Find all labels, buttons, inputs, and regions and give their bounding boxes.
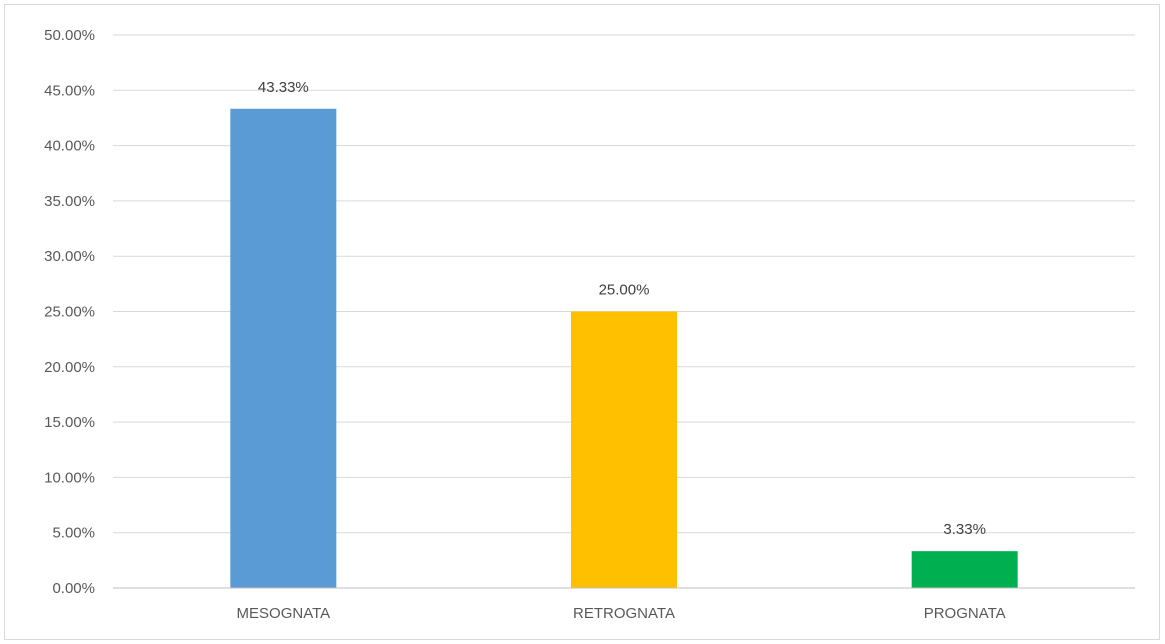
y-tick-label: 20.00%	[44, 359, 95, 376]
y-tick-label: 45.00%	[44, 82, 95, 99]
category-label-retrognata: RETROGNATA	[573, 605, 675, 622]
bar-prognata	[911, 551, 1018, 588]
y-tick-label: 5.00%	[52, 525, 95, 542]
y-tick-label: 15.00%	[44, 414, 95, 431]
category-label-prognata: PROGNATA	[924, 605, 1006, 622]
y-tick-label: 35.00%	[44, 193, 95, 210]
y-tick-label: 10.00%	[44, 469, 95, 486]
data-label-retrognata: 25.00%	[599, 282, 650, 299]
y-tick-label: 50.00%	[44, 27, 95, 44]
bars	[230, 108, 1018, 588]
y-tick-label: 40.00%	[44, 138, 95, 155]
data-label-prognata: 3.33%	[943, 521, 986, 538]
y-tick-label: 30.00%	[44, 248, 95, 265]
bar-retrognata	[571, 311, 677, 588]
category-label-mesognata: MESOGNATA	[237, 605, 331, 622]
y-tick-label: 0.00%	[52, 580, 95, 597]
data-labels: 43.33% 25.00% 3.33%	[258, 79, 986, 538]
bar-mesognata	[230, 108, 337, 588]
x-axis-category-labels: MESOGNATA RETROGNATA PROGNATA	[237, 605, 1006, 622]
y-axis-tick-labels: 0.00% 5.00% 10.00% 15.00% 20.00% 25.00% 30.00%…	[44, 27, 95, 597]
data-label-mesognata: 43.33%	[258, 79, 309, 96]
y-tick-label: 25.00%	[44, 304, 95, 321]
